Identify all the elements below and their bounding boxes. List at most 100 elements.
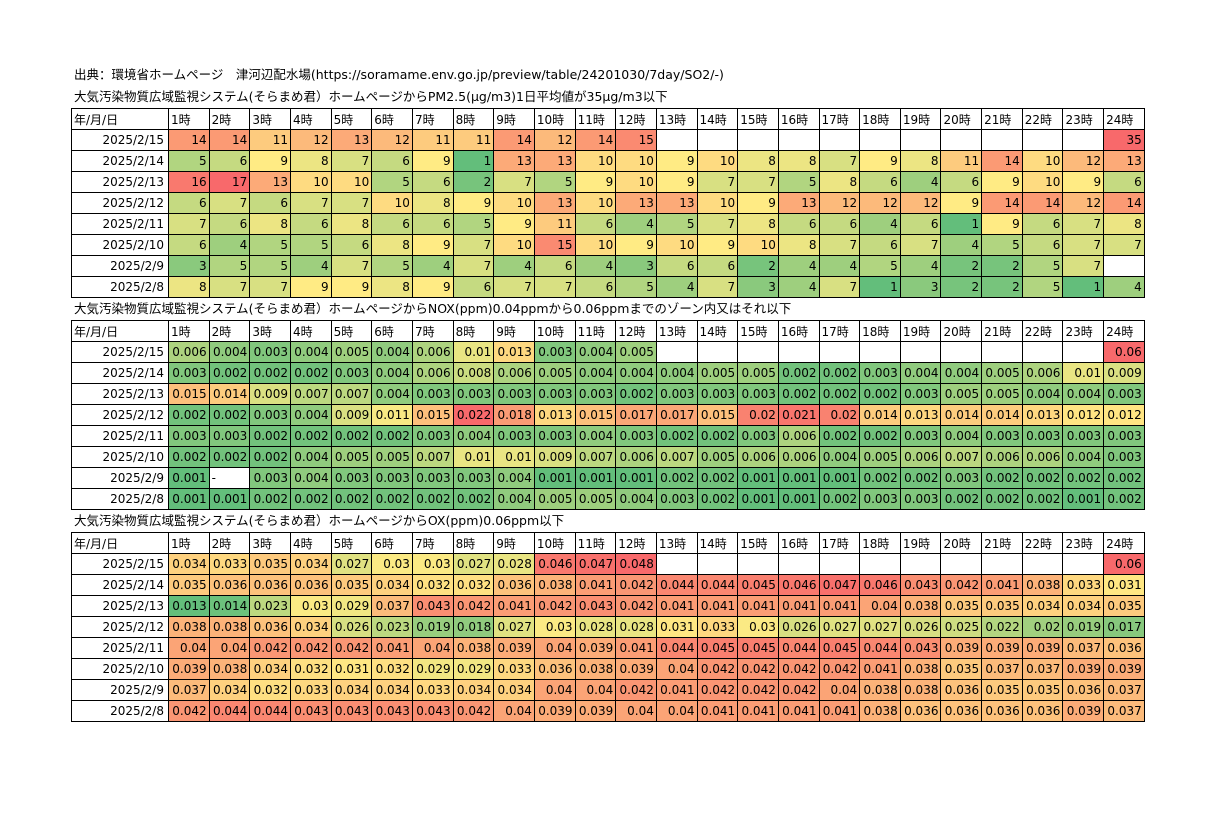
- value-cell: 0.002: [249, 425, 291, 447]
- value-cell: 0.042: [777, 658, 820, 680]
- value-cell: 2: [981, 276, 1023, 298]
- value-cell: 0.002: [330, 488, 373, 510]
- value-cell: 0.004: [452, 425, 495, 447]
- value-cell: 0.005: [330, 446, 373, 468]
- value-cell: 10: [574, 192, 617, 214]
- value-cell: 0.046: [859, 574, 901, 596]
- value-cell: 0.004: [1062, 446, 1105, 468]
- value-cell: 0.003: [1103, 446, 1145, 468]
- value-cell: 4: [411, 255, 454, 277]
- value-cell: 0.04: [533, 637, 576, 659]
- value-cell: 0.007: [289, 383, 332, 405]
- hour-column-header: 1時: [168, 320, 210, 342]
- header-row: 年/月/日 1時 2時 3時 4時 5時 6時 7時 8時 9時 10時 11時 12時 13時 14時 15…: [71, 108, 1145, 130]
- value-cell: 0.039: [981, 637, 1023, 659]
- value-cell: [899, 553, 942, 575]
- value-cell: 5: [249, 234, 291, 256]
- value-cell: 8: [371, 234, 413, 256]
- value-cell: 0.037: [371, 595, 413, 617]
- value-cell: 0.004: [818, 446, 861, 468]
- value-cell: 0.041: [615, 637, 657, 659]
- value-cell: 9: [411, 150, 454, 172]
- hour-column-header: 10時: [533, 532, 576, 554]
- nox-table-title: 大気汚染物質広域監視システム(そらまめ君）ホームページからNOX(ppm)0.0…: [74, 301, 792, 316]
- value-cell: 0.043: [330, 700, 373, 722]
- value-cell: 0.02: [737, 404, 779, 426]
- value-cell: 0.002: [289, 488, 332, 510]
- hour-column-header: 11時: [574, 320, 617, 342]
- value-cell: 0.001: [168, 488, 210, 510]
- hour-column-header: 6時: [371, 108, 413, 130]
- value-cell: 1: [859, 276, 901, 298]
- value-cell: -: [208, 467, 251, 489]
- value-cell: 0.004: [1062, 383, 1105, 405]
- value-cell: 35: [1103, 129, 1145, 151]
- value-cell: 0.042: [452, 595, 495, 617]
- value-cell: [899, 129, 942, 151]
- value-cell: 0.003: [859, 362, 901, 384]
- value-cell: [1021, 129, 1064, 151]
- value-cell: 0.039: [1103, 658, 1145, 680]
- value-cell: 0.002: [208, 362, 251, 384]
- date-cell: 2025/2/15: [71, 553, 169, 575]
- value-cell: [981, 553, 1023, 575]
- value-cell: 7: [168, 213, 210, 235]
- value-cell: 3: [168, 255, 210, 277]
- value-cell: 0.006: [168, 341, 210, 363]
- value-cell: 0.033: [696, 616, 739, 638]
- value-cell: 0.002: [818, 425, 861, 447]
- value-cell: [859, 129, 901, 151]
- value-cell: 0.034: [1062, 595, 1105, 617]
- value-cell: 0.003: [1021, 425, 1064, 447]
- value-cell: 0.002: [371, 488, 413, 510]
- value-cell: 0.018: [493, 404, 535, 426]
- value-cell: [655, 553, 698, 575]
- value-cell: 5: [249, 255, 291, 277]
- ox-table-title: 大気汚染物質広域監視システム(そらまめ君）ホームページからOX(ppm)0.06…: [74, 513, 565, 528]
- value-cell: 0.029: [330, 595, 373, 617]
- date-cell: 2025/2/8: [71, 276, 169, 298]
- value-cell: 0.002: [168, 446, 210, 468]
- table-row: 2025/2/9 0.001-0.003 0.004 0.003 0.003 0.003 0…: [71, 467, 1145, 489]
- value-cell: 0.041: [777, 700, 820, 722]
- value-cell: 0.003: [208, 425, 251, 447]
- value-cell: 16: [168, 171, 210, 193]
- value-cell: 0.034: [452, 679, 495, 701]
- value-cell: 0.035: [981, 679, 1023, 701]
- hour-column-header: 18時: [859, 320, 901, 342]
- value-cell: 0.017: [615, 404, 657, 426]
- value-cell: 0.002: [289, 362, 332, 384]
- hour-column-header: 20時: [940, 532, 983, 554]
- value-cell: 0.042: [452, 700, 495, 722]
- value-cell: 0.009: [330, 404, 373, 426]
- hour-column-header: 14時: [696, 532, 739, 554]
- pm25-table-title: 大気汚染物質広域監視システム(そらまめ君）ホームページからPM2.5(μg/m3…: [74, 89, 668, 104]
- value-cell: 2: [452, 171, 495, 193]
- value-cell: 0.004: [574, 425, 617, 447]
- value-cell: 0.042: [696, 679, 739, 701]
- value-cell: 0.003: [533, 341, 576, 363]
- value-cell: 9: [940, 192, 983, 214]
- date-cell: 2025/2/15: [71, 129, 169, 151]
- value-cell: 5: [777, 171, 820, 193]
- value-cell: 0.003: [981, 425, 1023, 447]
- value-cell: 10: [574, 234, 617, 256]
- value-cell: 0.035: [168, 574, 210, 596]
- spreadsheet: 出典：環境省ホームページ 津河辺配水場(https://soramame.env…: [71, 64, 1145, 722]
- table-row: 2025/2/13 0.015 0.014 0.009 0.007 0.007 0.004 0…: [71, 383, 1145, 405]
- value-cell: 0.035: [330, 574, 373, 596]
- value-cell: 0.002: [1021, 467, 1064, 489]
- value-cell: 0.027: [859, 616, 901, 638]
- value-cell: 10: [493, 234, 535, 256]
- value-cell: 0.042: [818, 658, 861, 680]
- hour-column-header: 12時: [615, 532, 657, 554]
- value-cell: 4: [899, 171, 942, 193]
- value-cell: 15: [615, 129, 657, 151]
- value-cell: 14: [493, 129, 535, 151]
- value-cell: 9: [981, 171, 1023, 193]
- value-cell: 0.044: [655, 637, 698, 659]
- hour-column-header: 2時: [208, 320, 251, 342]
- value-cell: 0.033: [208, 553, 251, 575]
- value-cell: 0.004: [371, 362, 413, 384]
- value-cell: 7: [330, 192, 373, 214]
